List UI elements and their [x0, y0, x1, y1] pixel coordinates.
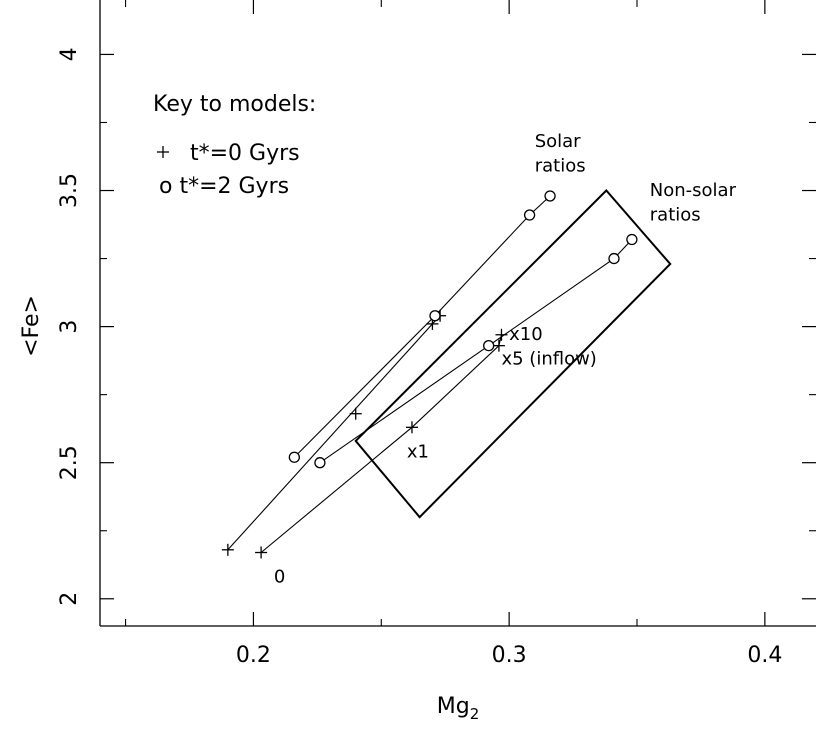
series-line [319, 239, 633, 464]
legend-title: Key to models: [153, 92, 316, 117]
y-tick-label: 2.5 [57, 445, 82, 480]
circle-marker [314, 457, 326, 469]
y-axis-label: <Fe> [19, 295, 44, 357]
annotation: Solar [535, 131, 581, 152]
axis-ticks [100, 0, 816, 626]
series-1 [288, 190, 556, 463]
legend-label-plus: t*=0 Gyrs [190, 141, 300, 166]
annotation: x10 [509, 324, 543, 345]
x-tick-label: 0.2 [236, 643, 271, 668]
plot-frame [99, 0, 816, 627]
x-tick-label: 0.3 [492, 643, 527, 668]
annotation: x1 [407, 441, 429, 462]
series-line [293, 195, 551, 458]
x-axis-label: Mg2 [437, 694, 480, 723]
circle-marker [608, 252, 620, 265]
region-box [354, 189, 672, 519]
series-line [227, 315, 441, 551]
x-tick-label: 0.4 [747, 643, 782, 668]
region-shapes [354, 189, 672, 519]
circle-marker [483, 340, 495, 352]
annotation: x5 (inflow) [501, 349, 596, 370]
y-tick-label: 3.5 [57, 173, 82, 208]
series-line [260, 334, 503, 553]
series-4 [349, 407, 362, 420]
y-tick-label: 3 [57, 320, 82, 334]
circle-marker [523, 209, 536, 221]
annotation: Non-solar [650, 180, 737, 201]
circle-marker [626, 233, 638, 246]
legend-label-circle: o t*=2 Gyrs [159, 174, 289, 199]
x-axis-label-subscript: 2 [470, 705, 480, 723]
y-tick-label: 4 [57, 47, 82, 61]
annotation: ratios [650, 204, 701, 225]
circle-marker [429, 310, 441, 322]
axis-tick-labels: 0.2 0.3 0.4 2 2.5 3 3.5 4 [57, 47, 782, 668]
circle-marker [288, 451, 300, 463]
circle-marker [544, 190, 556, 202]
annotation: 0 [274, 566, 285, 587]
data-series [221, 190, 638, 559]
annotation: ratios [535, 155, 586, 176]
y-tick-label: 2 [57, 592, 82, 606]
legend: Key to models: t*=0 Gyrs o t*=2 Gyrs [153, 92, 316, 199]
x-axis-label-main: Mg [437, 694, 470, 719]
series-2 [255, 328, 508, 559]
series-3 [314, 233, 638, 469]
